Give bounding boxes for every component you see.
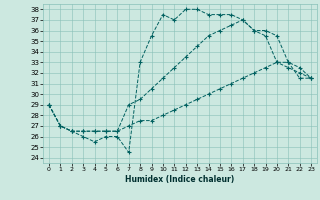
X-axis label: Humidex (Indice chaleur): Humidex (Indice chaleur) bbox=[125, 175, 235, 184]
